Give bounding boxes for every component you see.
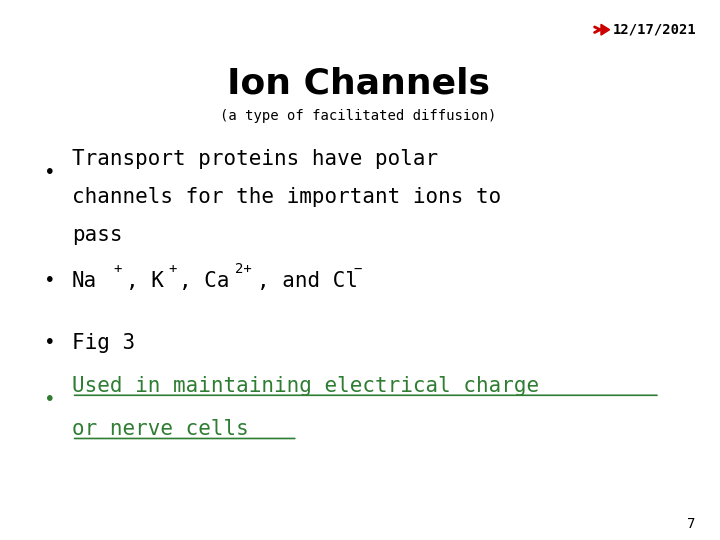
Text: −: − — [354, 262, 362, 276]
Text: 7: 7 — [688, 517, 696, 531]
Text: 2+: 2+ — [235, 262, 252, 276]
Text: , K: , K — [125, 271, 163, 291]
Text: , Ca: , Ca — [179, 271, 230, 291]
Text: 12/17/2021: 12/17/2021 — [613, 23, 697, 37]
Text: +: + — [113, 262, 122, 276]
Text: pass: pass — [72, 225, 122, 245]
Text: Transport proteins have polar: Transport proteins have polar — [72, 149, 438, 170]
Text: Used in maintaining electrical charge: Used in maintaining electrical charge — [72, 376, 539, 396]
Bar — [19, 24, 35, 30]
Text: Na: Na — [72, 271, 97, 291]
Text: Ion Channels: Ion Channels — [227, 67, 490, 100]
Text: Fig 3: Fig 3 — [72, 333, 135, 353]
Text: , and Cl: , and Cl — [257, 271, 358, 291]
Text: or nerve cells: or nerve cells — [72, 419, 248, 440]
Text: +: + — [168, 262, 177, 276]
Text: (a type of facilitated diffusion): (a type of facilitated diffusion) — [220, 109, 497, 123]
Text: i: i — [21, 33, 33, 52]
Polygon shape — [601, 24, 610, 35]
Text: channels for the important ions to: channels for the important ions to — [72, 187, 501, 207]
Text: •: • — [45, 163, 56, 183]
Text: •: • — [45, 333, 56, 353]
Text: •: • — [45, 390, 56, 409]
Text: •: • — [45, 271, 56, 291]
